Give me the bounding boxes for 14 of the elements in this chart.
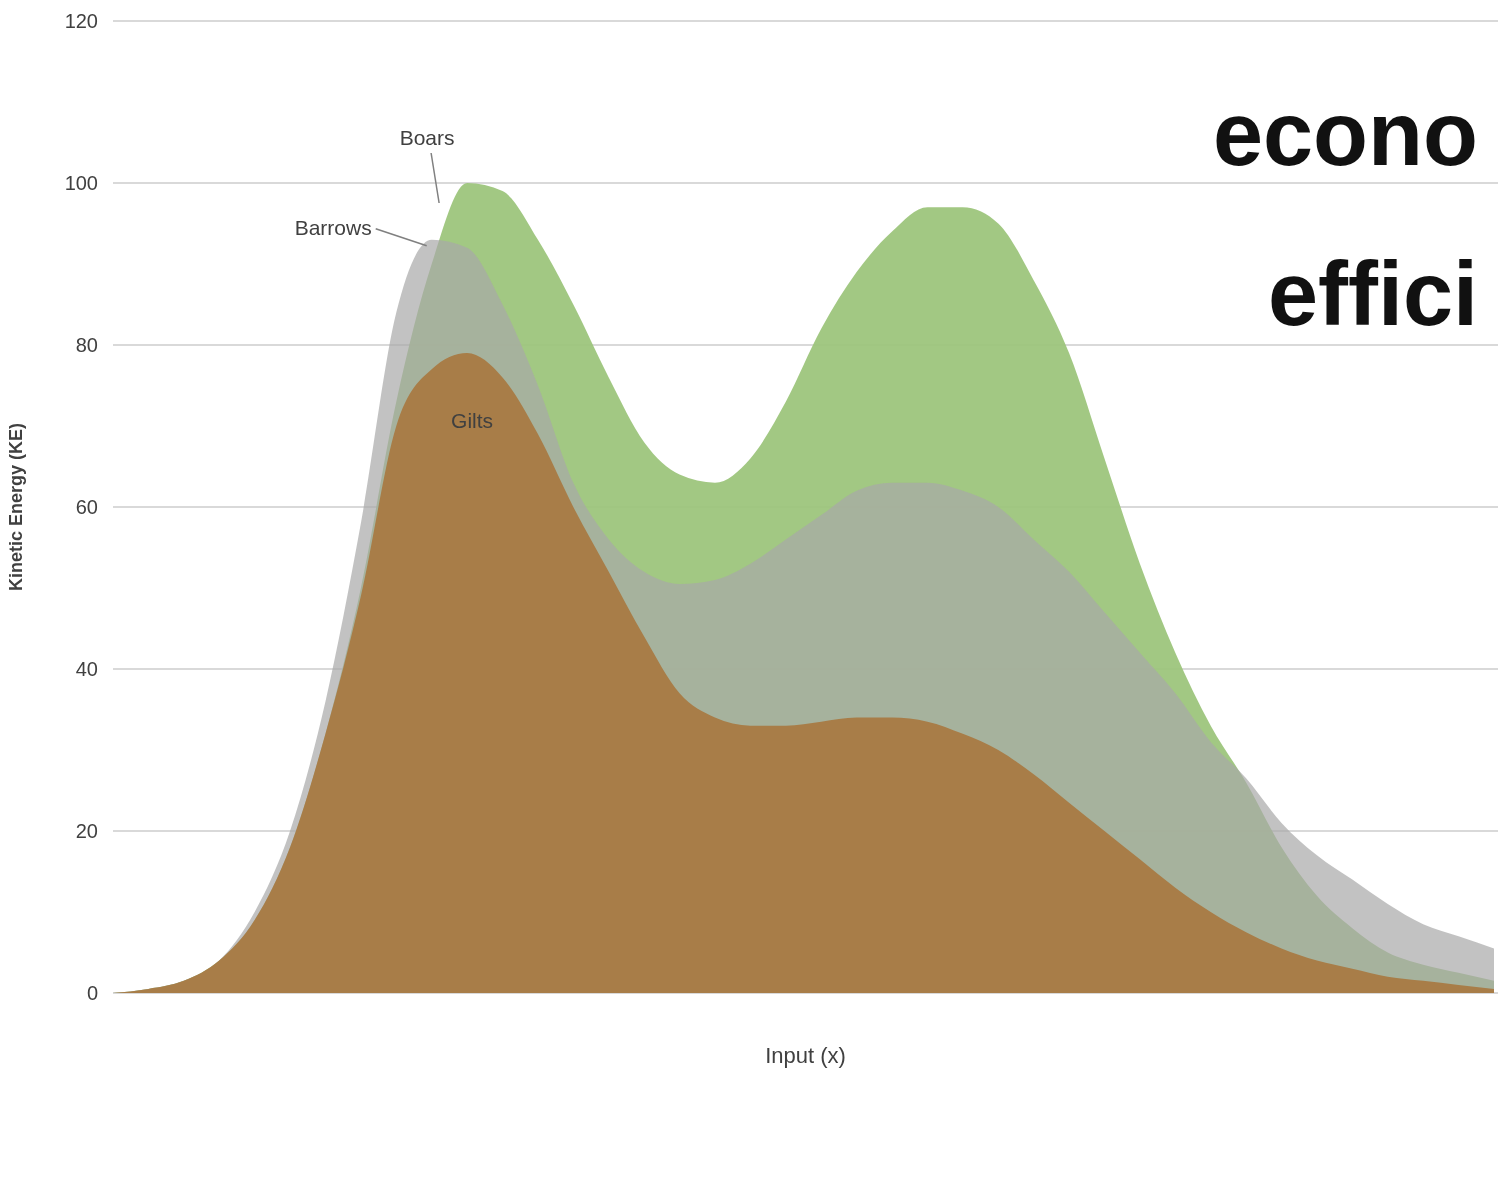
y-tick-label: 20 bbox=[75, 819, 98, 842]
y-tick-label: 60 bbox=[75, 495, 98, 518]
y-tick-label: 40 bbox=[75, 657, 98, 680]
y-tick-label: 0 bbox=[86, 981, 98, 1004]
x-axis-title: Input (x) bbox=[765, 1043, 846, 1068]
y-tick-label: 120 bbox=[64, 9, 98, 32]
y-tick-label: 80 bbox=[75, 333, 98, 356]
series-label: Gilts bbox=[451, 409, 494, 433]
y-tick-label: 100 bbox=[64, 171, 98, 194]
annotation: effici bbox=[1267, 244, 1478, 344]
series-label: Boars bbox=[399, 126, 455, 149]
annotation: econo bbox=[1212, 84, 1478, 184]
y-axis-title: Kinetic Energy (KE) bbox=[6, 422, 26, 592]
text: Barrows bbox=[294, 215, 372, 239]
